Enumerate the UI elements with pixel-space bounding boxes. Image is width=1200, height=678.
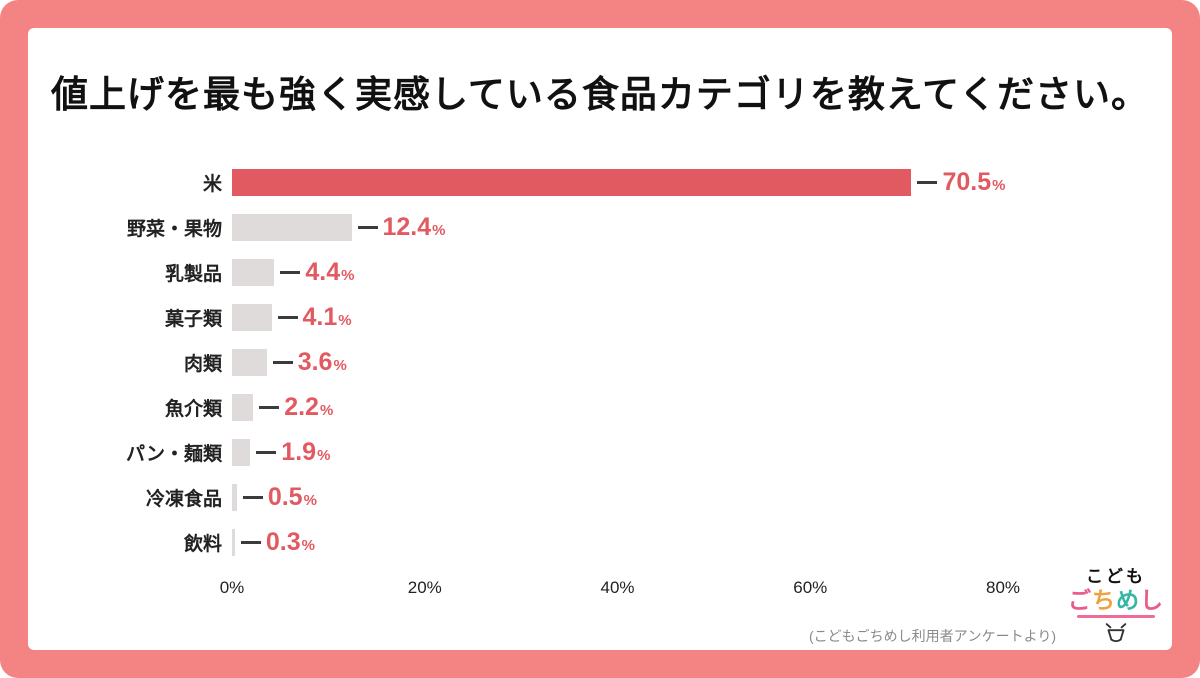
value-leader-line — [272, 361, 293, 364]
value-leader-line — [357, 226, 378, 229]
bar — [232, 439, 251, 466]
bar-category-label: 野菜・果物 — [126, 219, 222, 240]
source-footnote: (こどもごちめし利用者アンケートより) — [808, 628, 1056, 644]
bar — [232, 484, 237, 511]
bar-value-number: 0.3 — [265, 528, 301, 556]
value-leader-line — [240, 541, 261, 544]
brand-logo-line1: こども — [1086, 567, 1146, 587]
bar-value-number: 3.6 — [297, 348, 333, 376]
bar-value: 4.4% — [305, 258, 354, 287]
bar-track: 0.5% — [232, 483, 1003, 512]
bar-category-label: パン・麺類 — [126, 444, 222, 465]
bar-category-label: 魚介類 — [164, 399, 222, 420]
chart-rows: 米 70.5% 野菜・果物 12.4% 乳製品 4.4% 菓子類 4.1% — [28, 160, 1172, 565]
bar-value-unit: % — [333, 357, 347, 374]
bar — [232, 259, 275, 286]
bar-track: 1.9% — [232, 438, 1003, 467]
bar-value-unit: % — [303, 492, 317, 509]
chart-row: 冷凍食品 0.5% — [28, 475, 1172, 520]
bar-value: 12.4% — [383, 213, 446, 242]
bar-track: 0.3% — [232, 528, 1003, 557]
chart-row: 野菜・果物 12.4% — [28, 205, 1172, 250]
bar-value: 0.3% — [266, 528, 315, 557]
bar-value: 3.6% — [298, 348, 347, 377]
chart-row: 米 70.5% — [28, 160, 1172, 205]
bar-value: 0.5% — [268, 483, 317, 512]
bar-category-label: 乳製品 — [164, 264, 222, 285]
value-leader-line — [242, 496, 263, 499]
bar-value-unit: % — [341, 267, 355, 284]
brand-logo-line2: ごちめし — [1064, 587, 1168, 613]
value-leader-line — [917, 181, 938, 184]
bar-value-number: 4.4 — [305, 258, 341, 286]
bar-value-number: 4.1 — [302, 303, 338, 331]
value-leader-line — [256, 451, 277, 454]
bar-category-label: 米 — [202, 174, 222, 195]
bar-value-number: 1.9 — [281, 438, 317, 466]
brand-logo: こども ごちめし — [1064, 567, 1168, 650]
x-axis-tick: 60% — [793, 578, 828, 597]
bar — [232, 349, 267, 376]
brand-logo-underline — [1077, 615, 1155, 618]
bar-value: 1.9% — [281, 438, 330, 467]
chart-row: 魚介類 2.2% — [28, 385, 1172, 430]
value-leader-line — [277, 316, 298, 319]
bar-track: 12.4% — [232, 213, 1003, 242]
bar-category-label: 冷凍食品 — [145, 489, 222, 510]
bar-category-label: 肉類 — [183, 354, 222, 375]
bar — [232, 394, 254, 421]
bar-track: 3.6% — [232, 348, 1003, 377]
bar-track: 2.2% — [232, 393, 1003, 422]
bar-value: 2.2% — [284, 393, 333, 422]
bar-category-label: 飲料 — [183, 534, 222, 555]
chart-card: 値上げを最も強く実感している食品カテゴリを教えてください。 米 70.5% 野菜… — [28, 28, 1172, 650]
brand-logo-char: ご — [1068, 586, 1092, 613]
bar-value: 70.5% — [942, 168, 1005, 197]
chart-row: 乳製品 4.4% — [28, 250, 1172, 295]
bar — [232, 529, 235, 556]
bar-value-unit: % — [301, 537, 315, 554]
chart-row: 飲料 0.3% — [28, 520, 1172, 565]
x-axis-tick: 40% — [600, 578, 635, 597]
x-axis-tick: 80% — [985, 578, 1021, 597]
bar — [232, 304, 272, 331]
bar-value-number: 2.2 — [284, 393, 319, 421]
bar-value-number: 12.4 — [382, 213, 432, 241]
page-title: 値上げを最も強く実感している食品カテゴリを教えてください。 — [51, 74, 1149, 115]
bar-value-number: 70.5 — [942, 168, 992, 196]
bar-category-label: 菓子類 — [164, 309, 222, 330]
bar-value-unit: % — [317, 447, 331, 464]
x-axis-tick: 20% — [407, 578, 442, 597]
bar — [232, 214, 352, 241]
x-axis: 0% 20% 40% 60% 80% — [220, 578, 1020, 602]
chart-row: パン・麺類 1.9% — [28, 430, 1172, 475]
bar-value-unit: % — [992, 177, 1006, 194]
chart-row: 菓子類 4.1% — [28, 295, 1172, 340]
chart-row: 肉類 3.6% — [28, 340, 1172, 385]
bar-value-unit: % — [432, 222, 446, 239]
bar-value-number: 0.5 — [267, 483, 303, 511]
brand-logo-char: ち — [1092, 586, 1116, 613]
bar-track: 70.5% — [232, 168, 1005, 197]
bowl-icon — [1064, 620, 1168, 650]
bar-value-unit: % — [319, 402, 334, 419]
bar-track: 4.1% — [232, 303, 1003, 332]
bar-value: 4.1% — [303, 303, 352, 332]
x-axis-tick: 0% — [219, 578, 245, 597]
brand-logo-char: め — [1116, 586, 1140, 613]
bar — [232, 169, 912, 196]
value-leader-line — [280, 271, 301, 274]
bar-track: 4.4% — [232, 258, 1003, 287]
value-leader-line — [259, 406, 280, 409]
brand-logo-char: し — [1140, 586, 1164, 613]
bar-value-unit: % — [338, 312, 352, 329]
